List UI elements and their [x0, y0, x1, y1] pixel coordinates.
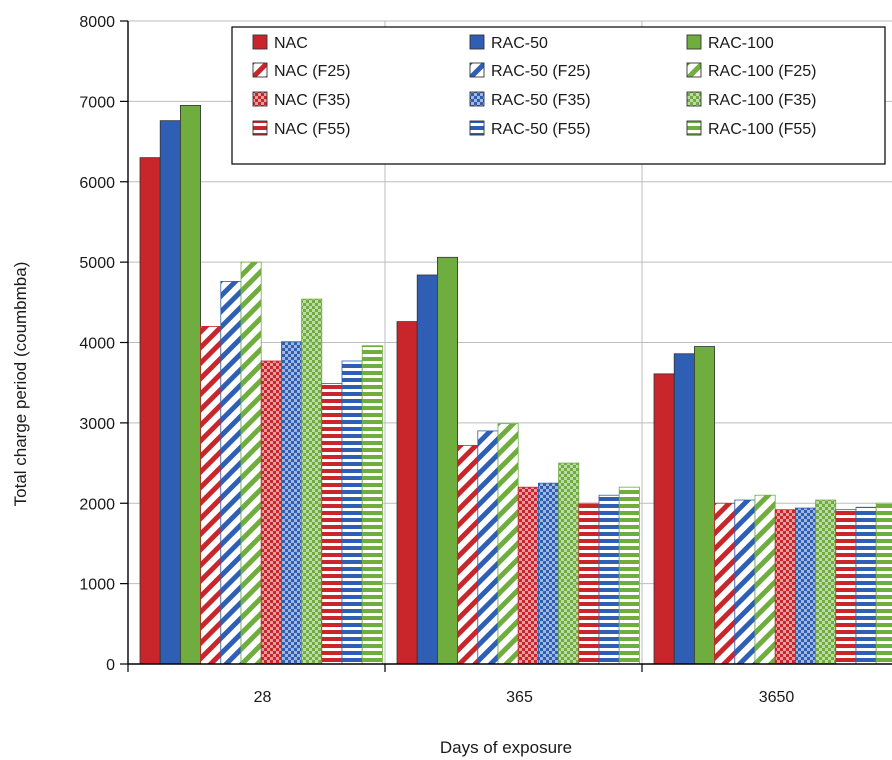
y-tick-label: 0	[106, 657, 115, 674]
bar-nac-f35-28	[260, 360, 282, 665]
bar-rac-50-f25-3650	[734, 499, 756, 665]
legend-label-nac-f35: NAC (F35)	[274, 92, 350, 109]
bar-nac-f25-365	[457, 444, 479, 665]
y-tick-label: 6000	[79, 175, 115, 192]
bar-rac-50-f35-365	[538, 482, 560, 665]
x-tick-label: 28	[254, 689, 272, 706]
bar-rac-100-f35-28	[301, 298, 323, 665]
bar-rac-50-f25-28	[220, 281, 242, 665]
legend-label-rac-100-f25: RAC-100 (F25)	[708, 63, 816, 80]
bar-rac-50-f55-365	[598, 494, 620, 665]
bar-nac-f55-28	[321, 383, 343, 665]
bar-rac-50-3650	[673, 353, 695, 665]
bar-rac-100-3650	[694, 346, 716, 665]
legend-swatch-nac	[252, 34, 268, 50]
legend-label-rac-100-f35: RAC-100 (F35)	[708, 92, 816, 109]
legend-swatch-rac-50	[469, 34, 485, 50]
bar-nac-28	[139, 157, 161, 665]
legend-label-nac-f55: NAC (F55)	[274, 121, 350, 138]
x-tick-label: 3650	[759, 689, 795, 706]
legend-label-rac-50-f55: RAC-50 (F55)	[491, 121, 591, 138]
bars	[139, 104, 892, 665]
bar-rac-100-f35-365	[558, 462, 580, 665]
bar-rac-100-f35-3650	[815, 499, 837, 665]
y-tick-label: 3000	[79, 416, 115, 433]
bar-nac-f25-28	[200, 326, 222, 665]
legend-label-nac-f25: NAC (F25)	[274, 63, 350, 80]
y-tick-label: 5000	[79, 255, 115, 272]
legend-swatch-rac-100-f35	[686, 91, 702, 107]
bar-rac-50-365	[416, 274, 438, 665]
x-tick-label: 365	[506, 689, 533, 706]
legend-label-rac-50-f35: RAC-50 (F35)	[491, 92, 591, 109]
bar-nac-f55-365	[578, 502, 600, 665]
legend-swatch-rac-50-f35	[469, 91, 485, 107]
y-tick-labels: 0 1000 2000 3000 4000 5000 6000 7000 8000	[79, 14, 115, 674]
legend-box	[231, 26, 886, 165]
y-tick-label: 4000	[79, 336, 115, 353]
legend-swatch-rac-100-f25	[686, 62, 702, 78]
x-axis-label: Days of exposure	[440, 738, 572, 757]
legend-label-nac: NAC	[274, 35, 308, 52]
bar-rac-50-f55-3650	[855, 506, 877, 665]
bar-rac-50-28	[159, 120, 181, 665]
legend-swatch-rac-50-f25	[469, 62, 485, 78]
legend-label-rac-50-f25: RAC-50 (F25)	[491, 63, 591, 80]
bar-rac-100-f55-3650	[875, 502, 892, 665]
bar-nac-365	[396, 321, 418, 665]
bar-nac-f25-3650	[714, 502, 736, 665]
bar-rac-100-f55-365	[618, 486, 640, 665]
legend-swatch-rac-50-f55	[469, 120, 485, 136]
bar-rac-100-f25-365	[497, 423, 519, 665]
legend: NAC RAC-50 RAC-100 NAC (F25) RAC-50 (F25) RAC…	[231, 26, 886, 165]
bar-nac-f55-3650	[835, 509, 857, 665]
legend-swatch-nac-f55	[252, 120, 268, 136]
y-tick-label: 2000	[79, 496, 115, 513]
bar-nac-f35-3650	[774, 509, 796, 665]
legend-swatch-nac-f35	[252, 91, 268, 107]
axes	[120, 20, 892, 672]
x-tick-labels: 28 365 3650	[254, 689, 795, 706]
bar-nac-f35-365	[517, 486, 539, 665]
bar-rac-100-f25-28	[240, 261, 262, 665]
legend-swatch-rac-100	[686, 34, 702, 50]
legend-swatch-nac-f25	[252, 62, 268, 78]
bar-rac-50-f35-28	[280, 341, 302, 665]
legend-label-rac-100: RAC-100	[708, 35, 774, 52]
bar-rac-100-365	[436, 256, 458, 665]
y-axis-label: Total charge period (coumbmba)	[11, 262, 30, 507]
legend-label-rac-100-f55: RAC-100 (F55)	[708, 121, 816, 138]
bar-rac-100-f55-28	[361, 345, 383, 665]
legend-label-rac-50: RAC-50	[491, 35, 548, 52]
bar-rac-100-f25-3650	[754, 494, 776, 665]
bar-rac-50-f35-3650	[795, 507, 817, 665]
bar-rac-100-28	[179, 104, 201, 665]
legend-swatch-rac-100-f55	[686, 120, 702, 136]
y-tick-label: 7000	[79, 94, 115, 111]
y-tick-label: 8000	[79, 14, 115, 31]
bar-nac-3650	[653, 373, 675, 665]
y-tick-label: 1000	[79, 577, 115, 594]
bar-rac-50-f25-365	[477, 430, 499, 665]
bar-rac-50-f55-28	[341, 360, 363, 665]
